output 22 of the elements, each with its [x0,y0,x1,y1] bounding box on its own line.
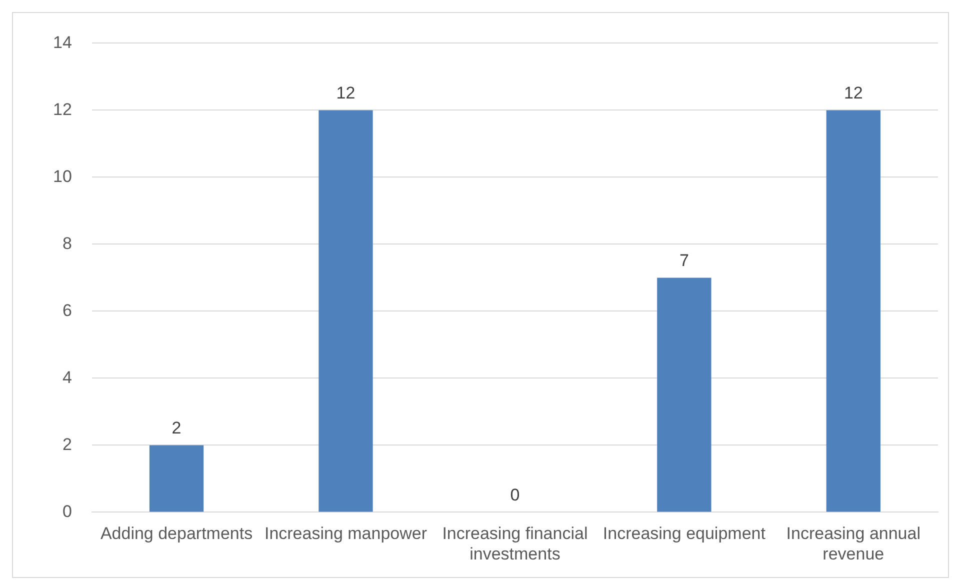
data-label: 7 [679,250,689,270]
y-tick-label: 14 [52,32,72,52]
y-tick-label: 10 [52,166,72,186]
data-label: 12 [336,83,356,102]
data-label: 0 [510,485,520,504]
y-tick-label: 0 [62,502,72,521]
y-tick-label: 12 [52,100,72,119]
y-tick-label: 2 [62,434,72,454]
bar [318,110,373,512]
y-tick-label: 6 [62,300,72,320]
x-tick-label: Increasing manpower [264,524,428,544]
data-label: 2 [172,418,182,438]
bar [657,278,712,512]
y-tick-label: 8 [62,234,72,253]
y-tick-label: 4 [62,368,72,387]
bar [826,110,880,512]
x-tick-label: Increasing annual revenue [786,524,920,564]
x-tick-label: Increasing equipment [602,524,766,544]
x-tick-label: Adding departments [100,524,253,544]
data-label: 12 [844,83,863,102]
bar [149,445,204,512]
x-tick-label: Increasing financial investments [442,524,588,564]
